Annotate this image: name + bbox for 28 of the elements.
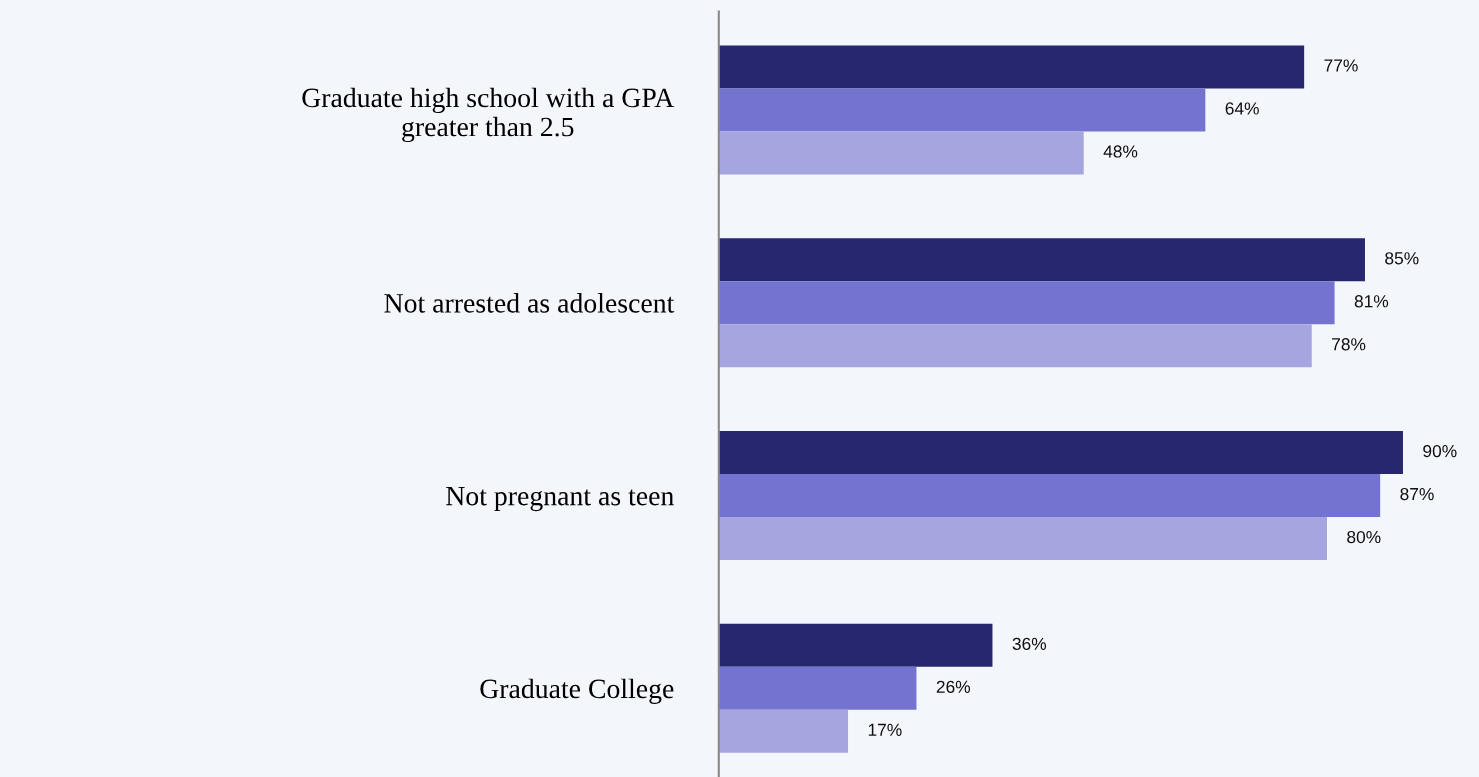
data-label: 36% <box>1012 637 1047 650</box>
y-tick-label: Graduate high school with a GPA greater than 2.5 <box>302 87 675 143</box>
bar <box>718 238 1365 282</box>
bar <box>718 281 1335 325</box>
data-label: 78% <box>1332 338 1366 351</box>
bar <box>718 88 1206 132</box>
bar <box>718 474 1381 518</box>
bar <box>718 431 1403 475</box>
data-label: 64% <box>1225 102 1259 115</box>
y-tick-label: Graduate College <box>480 678 674 704</box>
bar <box>718 131 1084 175</box>
bar <box>718 517 1327 561</box>
data-label: 48% <box>1103 145 1138 158</box>
y-tick-label: Not pregnant as teen <box>446 486 674 512</box>
data-label: 87% <box>1400 487 1434 501</box>
data-label: 17% <box>868 723 902 736</box>
data-label: 26% <box>936 680 971 693</box>
bar <box>718 45 1305 89</box>
data-label: 80% <box>1347 530 1381 544</box>
bar <box>718 709 849 753</box>
bar <box>718 623 993 667</box>
y-tick-label: Not arrested as adolescent <box>384 293 675 313</box>
bar <box>718 666 917 710</box>
bar <box>718 324 1312 368</box>
data-label: 90% <box>1423 444 1457 458</box>
data-label: 77% <box>1324 59 1358 72</box>
data-label: 81% <box>1354 295 1389 308</box>
data-label: 85% <box>1385 252 1419 265</box>
